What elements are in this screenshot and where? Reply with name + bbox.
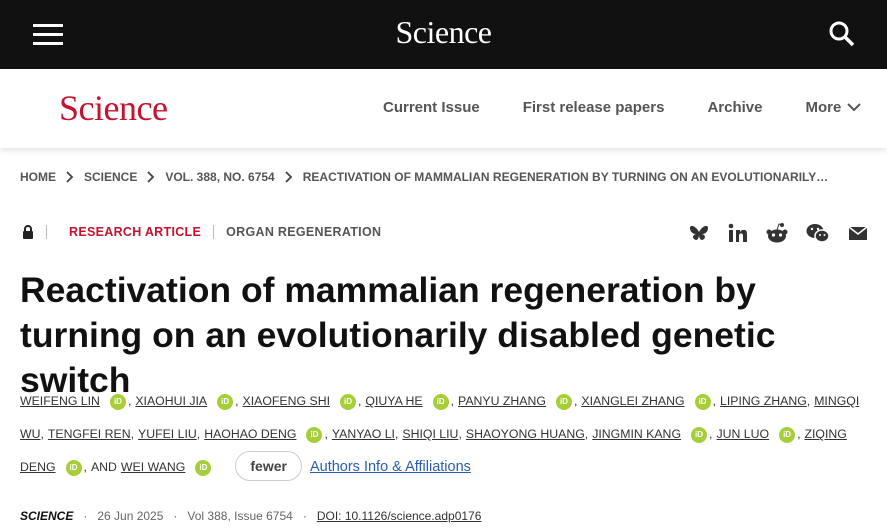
affiliations-link[interactable]: Authors Info & Affiliations	[309, 459, 471, 475]
orcid-icon[interactable]: iD	[694, 393, 711, 410]
nav-link[interactable]: Current Issue	[383, 99, 480, 116]
separator: ,	[458, 427, 462, 441]
author-name[interactable]: HAOHAO DENG	[204, 427, 297, 441]
author-name[interactable]: YUFEI LIU	[138, 427, 197, 441]
author-name[interactable]: PANYU ZHANG	[458, 394, 546, 408]
nav-link[interactable]: More	[805, 99, 862, 116]
author-name[interactable]: QIUYA HE	[365, 394, 423, 408]
separator: ,	[130, 427, 135, 441]
article-title: Reactivation of mammalian regeneration b…	[20, 270, 776, 400]
divider	[213, 225, 215, 239]
author-name[interactable]: WEIFENG LIN	[20, 394, 100, 408]
email-icon[interactable]	[848, 222, 868, 244]
separator: ,	[712, 394, 716, 408]
breadcrumb-item[interactable]: HOME	[20, 170, 56, 184]
orcid-icon[interactable]: iD	[691, 426, 708, 443]
author-list: WEIFENG LIN iD, XIAOHUI JIA iD, XIAOFENG SHI…	[20, 385, 880, 484]
chevron	[285, 171, 293, 183]
wechat-icon[interactable]	[806, 222, 830, 244]
journal: SCIENCE	[20, 509, 74, 523]
logo[interactable]: Science	[395, 14, 493, 50]
share-icons	[688, 222, 868, 244]
chevron	[147, 171, 155, 183]
separator: ,	[40, 427, 44, 441]
separator: ,	[806, 394, 811, 408]
nav-bar: Science Current Issue First release paper…	[0, 69, 887, 148]
orcid-icon[interactable]: iD	[340, 393, 356, 410]
lock-icon	[23, 225, 33, 239]
chevron	[66, 171, 74, 183]
orcid-icon[interactable]: iD	[779, 426, 796, 443]
reddit-icon[interactable]	[766, 222, 788, 244]
date: 26 Jun 2025	[97, 509, 164, 523]
article-type[interactable]: RESEARCH ARTICLE	[69, 225, 202, 239]
author-name[interactable]: ZIQING DENG	[20, 427, 847, 474]
orcid-icon[interactable]: iD	[65, 459, 82, 476]
orcid-icon[interactable]: iD	[432, 393, 449, 410]
author-name[interactable]: XIANGLEI ZHANG	[581, 394, 685, 408]
breadcrumb-item[interactable]: SCIENCE	[84, 170, 138, 184]
separator: ,	[196, 427, 201, 441]
author-name[interactable]: XIAOFENG SHI	[242, 394, 330, 408]
author-name[interactable]: MINGQI WU	[20, 394, 860, 441]
author-name[interactable]: WEI WANG	[120, 460, 186, 474]
fewer-button[interactable]: fewer	[235, 451, 302, 481]
separator: ,	[450, 394, 455, 408]
breadcrumb-item: REACTIVATION OF MAMMALIAN REGENERATION B…	[302, 170, 829, 184]
nav-link[interactable]: First release papers	[522, 99, 665, 116]
separator: ,	[358, 394, 362, 408]
logo[interactable]: Science	[59, 88, 168, 128]
separator: ·	[173, 509, 178, 523]
breadcrumb-item[interactable]: VOL. 388, NO. 6754	[165, 170, 275, 184]
author-name[interactable]: SHIQI LIU	[402, 427, 459, 441]
menu-icon[interactable]	[33, 24, 63, 46]
doi-link[interactable]: DOI: 10.1126/science.adp0176	[316, 509, 482, 523]
separator: ,	[394, 427, 399, 441]
separator: ,	[573, 394, 578, 408]
author-name[interactable]: JUN LUO	[716, 427, 770, 441]
bluesky-icon[interactable]	[688, 222, 710, 244]
author-name[interactable]: XIAOHUI JIA	[135, 394, 208, 408]
author-name[interactable]: YANYAO LI	[331, 427, 395, 441]
chevron-down	[847, 103, 862, 112]
author-name[interactable]: TENGFEI REN	[47, 427, 131, 441]
separator: ,	[584, 427, 589, 441]
orcid-icon[interactable]: iD	[306, 426, 323, 443]
article-kicker: RESEARCH ARTICLE ORGAN REGENERATION	[22, 225, 381, 239]
orcid-icon[interactable]: iD	[109, 393, 126, 410]
nav-link[interactable]: Archive	[707, 99, 763, 116]
separator: ·	[302, 509, 307, 523]
separator: ,	[797, 427, 801, 441]
separator: ·	[83, 509, 88, 523]
nav-links: Current Issue First release papers Archive…	[383, 99, 862, 116]
orcid-icon[interactable]: iD	[195, 459, 212, 476]
issue: Vol 388, Issue 6754	[187, 509, 293, 523]
author-name[interactable]: SHAOYONG HUANG	[465, 427, 585, 441]
article-meta: SCIENCE · 26 Jun 2025 · Vol 388, Issue 6…	[20, 509, 481, 523]
separator: ,	[709, 427, 713, 441]
search-icon[interactable]	[829, 21, 855, 47]
breadcrumb: HOME SCIENCE VOL. 388, NO. 6754 REACTIVATIO…	[20, 170, 828, 184]
linkedin-icon[interactable]	[728, 222, 748, 244]
orcid-icon[interactable]: iD	[217, 393, 234, 410]
author-name[interactable]: LIPING ZHANG	[719, 394, 807, 408]
separator: ,	[324, 427, 328, 441]
separator: ,	[127, 394, 132, 408]
author-name[interactable]: JINGMIN KANG	[592, 427, 682, 441]
article-section[interactable]: ORGAN REGENERATION	[226, 225, 382, 239]
separator: ,	[235, 394, 239, 408]
orcid-icon[interactable]: iD	[555, 393, 572, 410]
top-bar: Science	[0, 0, 887, 69]
divider	[46, 225, 47, 239]
and-word: AND	[90, 460, 117, 474]
separator: ,	[83, 460, 87, 474]
